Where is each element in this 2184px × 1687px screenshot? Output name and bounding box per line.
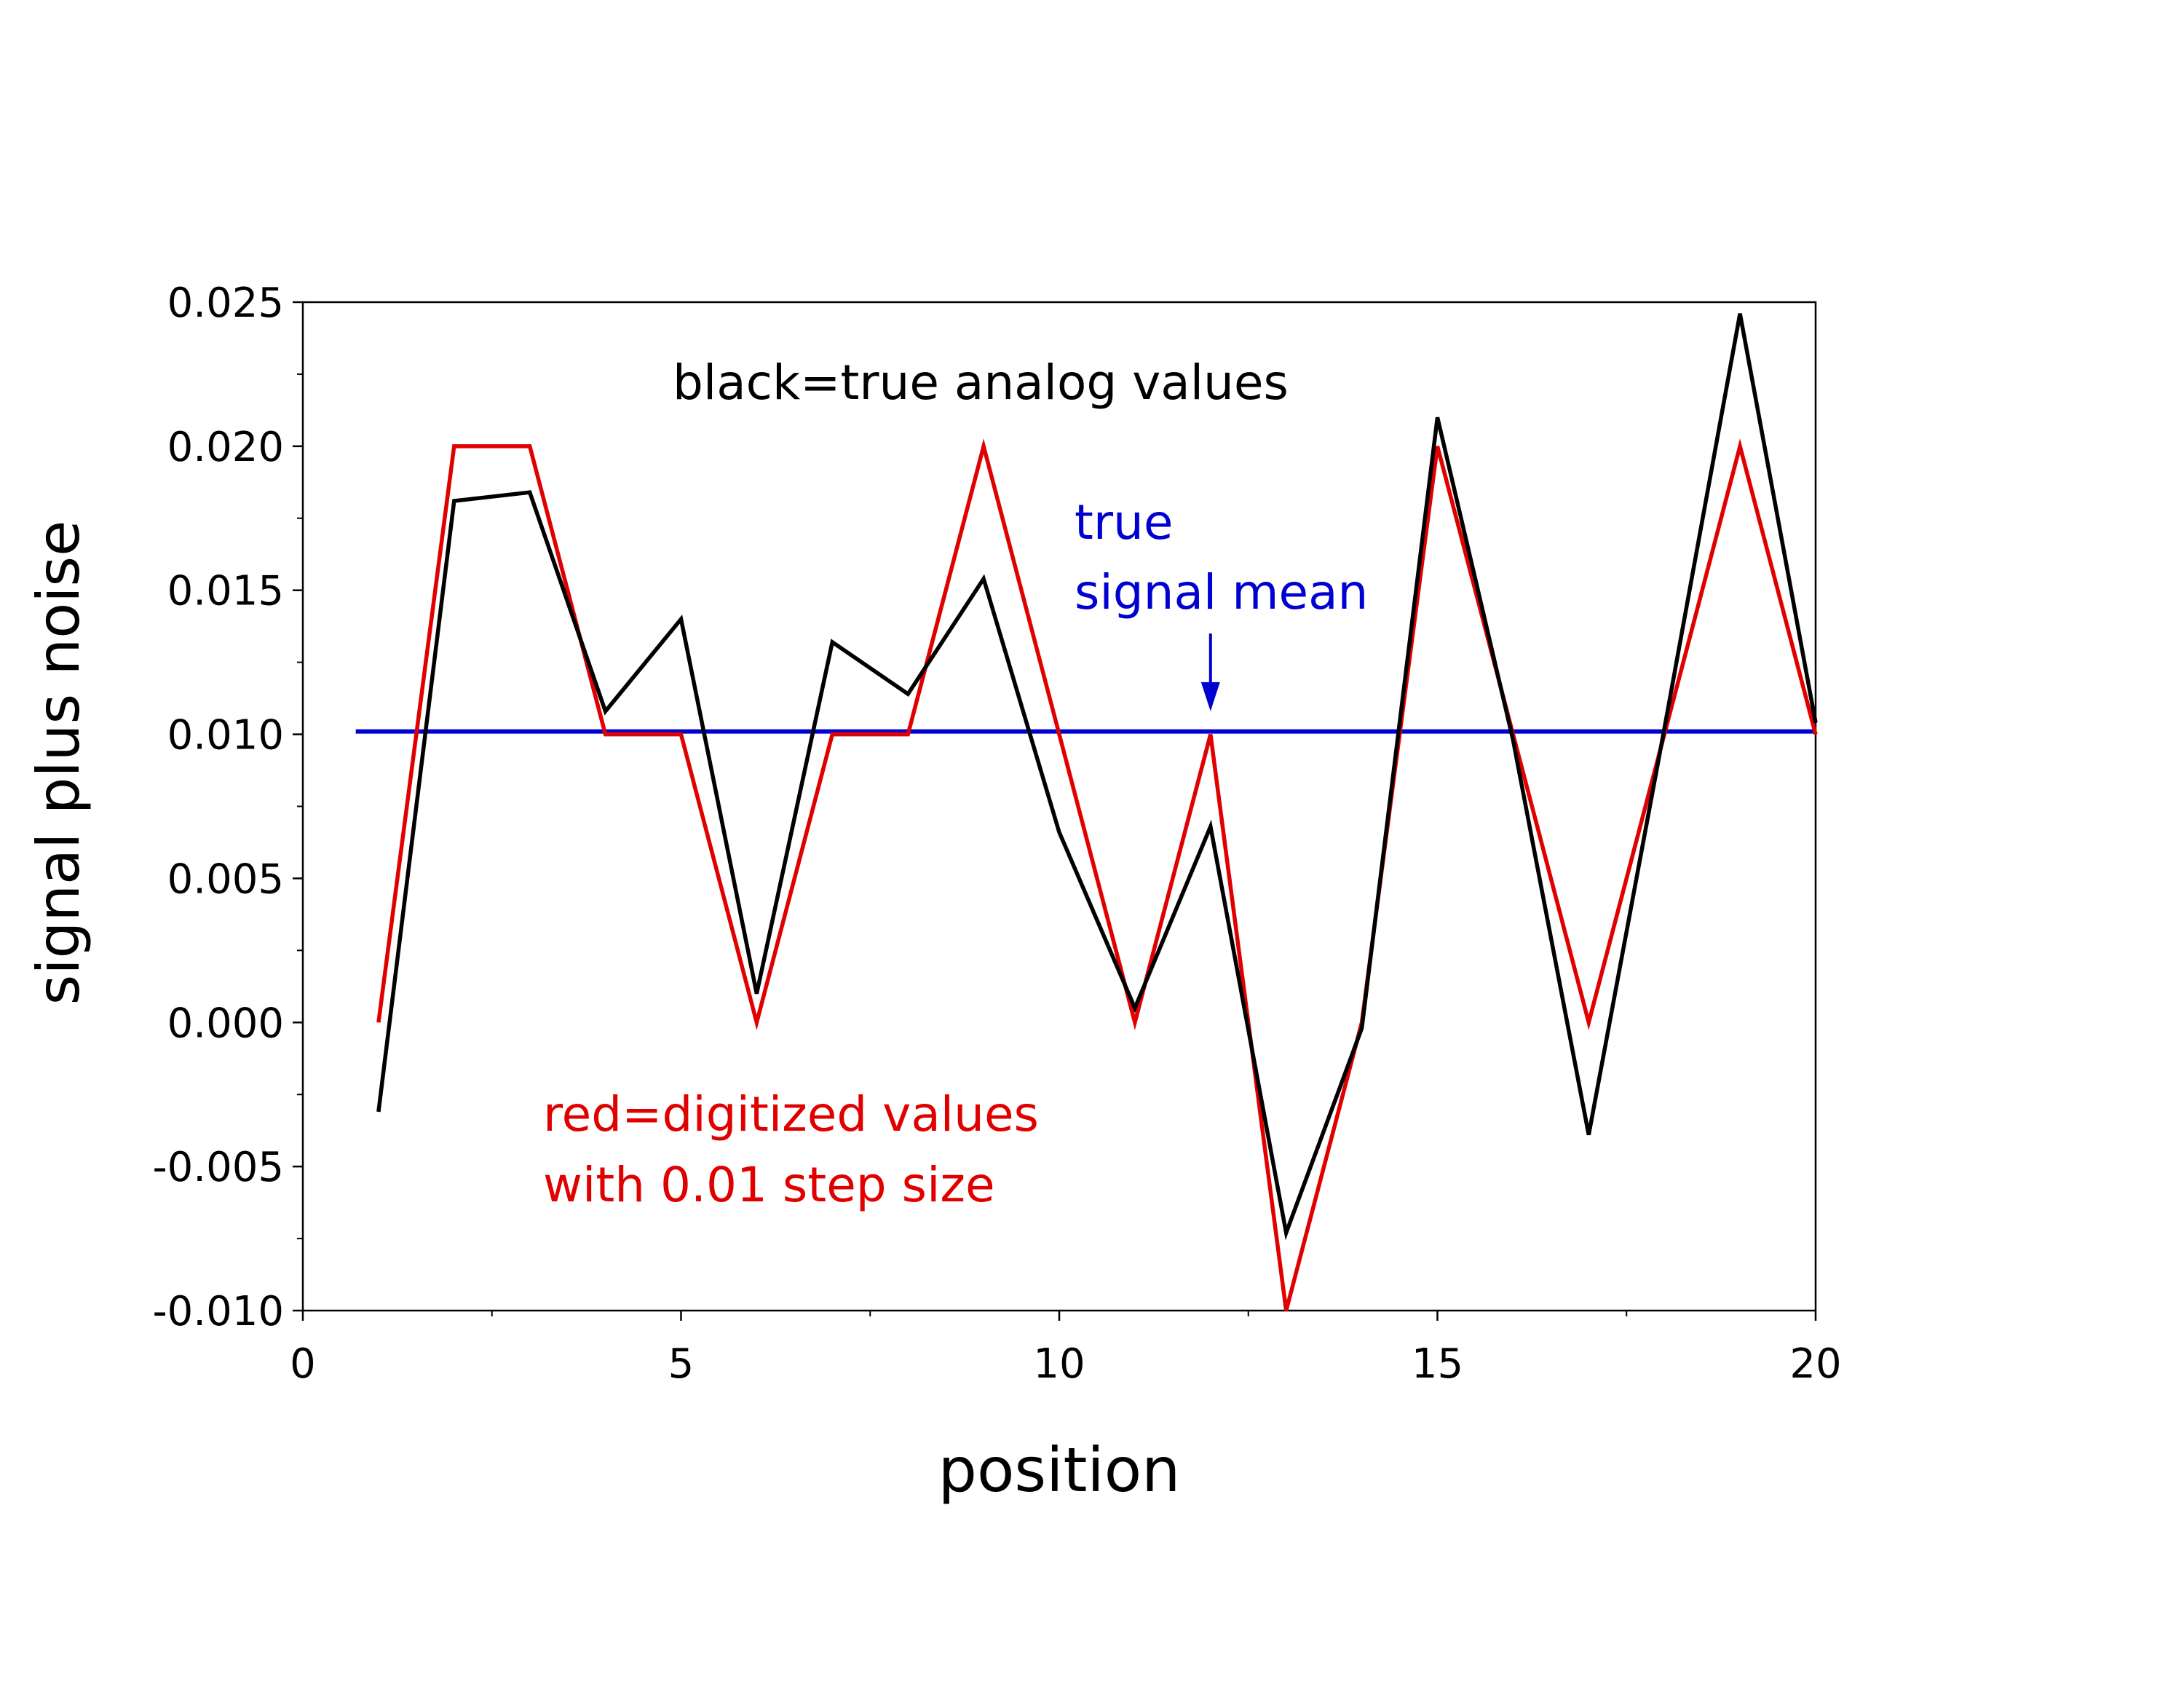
x-tick-label: 0 [290, 1340, 316, 1388]
series-digitized-line [376, 438, 1818, 1311]
y-axis-title: signal plus noise [25, 521, 92, 1006]
x-axis-title: position [938, 1434, 1181, 1506]
y-tick-label: 0.000 [167, 1000, 284, 1047]
arrow-head [1200, 681, 1220, 711]
annotation-step-size: with 0.01 step size [543, 1157, 995, 1213]
y-tick-label: 0.010 [167, 712, 284, 759]
y-tick-label: 0.020 [167, 424, 284, 471]
ticks: -0.010 -0.005 0.000 0.005 0.010 0.015 0.020 0.0… [25, 280, 1842, 1506]
x-tick-label: 5 [668, 1340, 695, 1388]
series-analog-line [376, 313, 1818, 1241]
x-tick-label: 10 [1033, 1340, 1085, 1388]
y-tick-label: 0.015 [167, 568, 284, 615]
y-tick-label: 0.025 [167, 280, 284, 327]
annotation-digitized: red=digitized values [543, 1086, 1039, 1142]
y-tick-label: -0.010 [152, 1288, 284, 1335]
annotations: black=true analog values true signal mean r… [543, 355, 1368, 1213]
annotation-signal-mean: signal mean [1075, 564, 1368, 620]
x-tick-label: 15 [1412, 1340, 1463, 1388]
y-tick-label: 0.005 [167, 856, 284, 903]
annotation-analog: black=true analog values [673, 355, 1289, 411]
x-tick-label: 20 [1789, 1340, 1841, 1388]
series-group [355, 313, 1818, 1311]
y-tick-label: -0.005 [152, 1144, 284, 1191]
annotation-true: true [1075, 494, 1173, 550]
